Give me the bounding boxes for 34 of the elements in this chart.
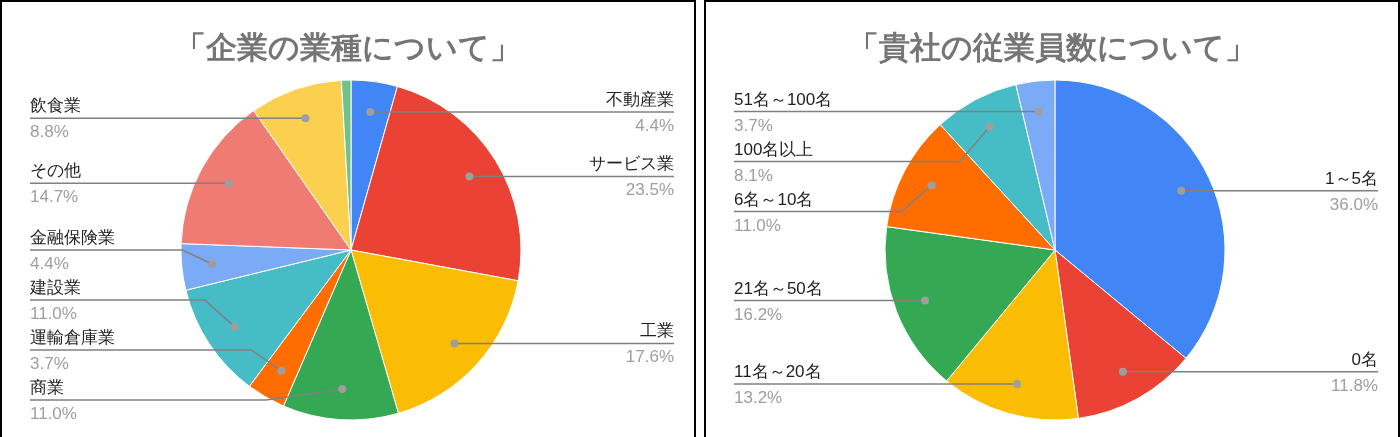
slice-label: 商業 bbox=[30, 378, 64, 397]
data-label: 8.1% bbox=[734, 165, 773, 185]
slice-label: 51名～100名 bbox=[734, 89, 833, 109]
data-label: 11.0% bbox=[30, 304, 77, 323]
slice-label: サービス業 bbox=[589, 154, 674, 174]
slice-label: 工業 bbox=[640, 321, 674, 341]
data-label: 13.2% bbox=[734, 388, 783, 408]
slice-label: 21名～50名 bbox=[734, 278, 823, 298]
data-label: 17.6% bbox=[625, 347, 674, 367]
slice-label: 飲食業 bbox=[30, 96, 81, 116]
slice-label: 運輸倉庫業 bbox=[30, 328, 115, 347]
data-label: 14.7% bbox=[30, 187, 79, 207]
slice-label: 建設業 bbox=[29, 278, 81, 297]
slice-label: 11名～20名 bbox=[734, 362, 822, 382]
data-label: 4.4% bbox=[30, 254, 69, 273]
data-label: 11.8% bbox=[1331, 375, 1378, 395]
chart-title: 「企業の業種について」 bbox=[175, 30, 521, 65]
data-label: 3.7% bbox=[30, 354, 69, 373]
data-label: 3.7% bbox=[734, 115, 773, 135]
data-label: 8.8% bbox=[30, 122, 69, 142]
slice-label: 金融保険業 bbox=[30, 228, 115, 247]
data-label: 36.0% bbox=[1329, 194, 1378, 214]
chart-title: 「貴社の従業員数について」 bbox=[848, 30, 1256, 65]
data-label: 11.0% bbox=[734, 215, 781, 235]
slice-label: 不動産業 bbox=[606, 89, 674, 109]
slice-label: 1～5名 bbox=[1325, 168, 1378, 188]
slice-label: 100名以上 bbox=[734, 139, 814, 159]
slice-label: 0名 bbox=[1351, 349, 1378, 369]
data-label: 11.0% bbox=[30, 404, 77, 423]
data-label: 23.5% bbox=[625, 180, 674, 200]
slice-label: 6名～10名 bbox=[734, 189, 814, 209]
data-label: 4.4% bbox=[635, 115, 674, 135]
slice-label: その他 bbox=[30, 161, 81, 181]
data-label: 16.2% bbox=[734, 304, 783, 324]
